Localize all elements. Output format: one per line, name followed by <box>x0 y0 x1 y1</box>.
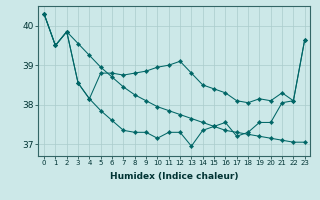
X-axis label: Humidex (Indice chaleur): Humidex (Indice chaleur) <box>110 172 239 181</box>
